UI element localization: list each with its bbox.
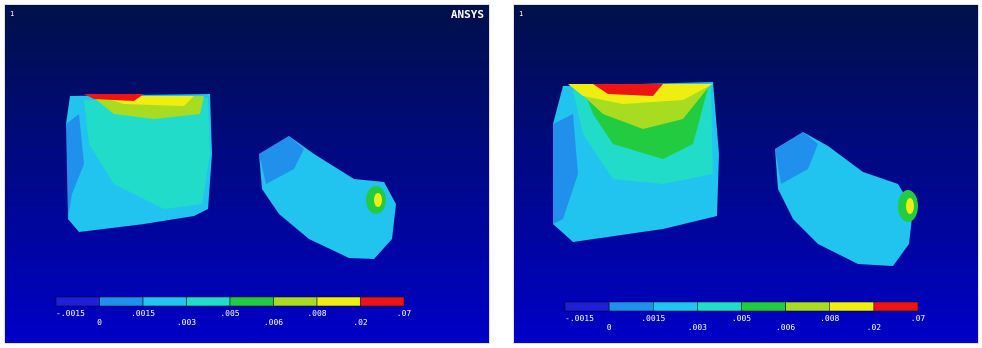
contour-plot: 1 ANSYS -.0015 0 .0015 .003 .005 .006 .008 .02 .07	[4, 4, 490, 344]
legend-label: .005	[220, 309, 239, 318]
legend-swatch	[100, 297, 144, 306]
legend-label: .07	[397, 309, 412, 318]
legend-label: .02	[353, 318, 368, 327]
legend-swatch	[830, 302, 874, 311]
legend-label: .0015	[131, 309, 155, 318]
legend-swatch	[143, 297, 187, 306]
legend-label: .07	[911, 314, 926, 323]
legend-swatch	[274, 297, 318, 306]
legend-swatch	[565, 302, 609, 311]
legend-label: .005	[732, 314, 751, 323]
window-number: 1	[10, 10, 14, 18]
legend-swatch	[361, 297, 405, 306]
legend-label: .003	[177, 318, 196, 327]
legend-label: .003	[688, 323, 707, 332]
legend-swatch	[317, 297, 361, 306]
page: {"panels": [ {"number": "1", "logo": "AN…	[0, 0, 982, 348]
legend-label: .006	[776, 323, 795, 332]
legend-label: -.0015	[565, 314, 594, 323]
legend-swatch	[230, 297, 274, 306]
legend-swatch	[609, 302, 653, 311]
block-shape	[66, 94, 212, 232]
legend-label: .008	[307, 309, 326, 318]
legend-label: .008	[820, 314, 839, 323]
legend-swatch	[697, 302, 741, 311]
contour-plot: 1 -.0015 0 .0015 .003 .005 .006 .008 .02 .07	[513, 4, 979, 344]
legend-label: 0	[607, 323, 612, 332]
block-shape	[553, 82, 719, 242]
window-number: 1	[519, 10, 523, 18]
legend-label: .0015	[641, 314, 665, 323]
legend-swatch	[874, 302, 918, 311]
legend-swatch	[187, 297, 231, 306]
legend-label: .006	[264, 318, 283, 327]
legend-swatch	[56, 297, 100, 306]
logo: ANSYS	[451, 8, 484, 21]
legend-label: .02	[867, 323, 882, 332]
legend-label: -.0015	[56, 309, 85, 318]
legend-swatch	[742, 302, 786, 311]
legend-swatch	[653, 302, 697, 311]
legend-swatch	[786, 302, 830, 311]
legend-label: 0	[97, 318, 102, 327]
